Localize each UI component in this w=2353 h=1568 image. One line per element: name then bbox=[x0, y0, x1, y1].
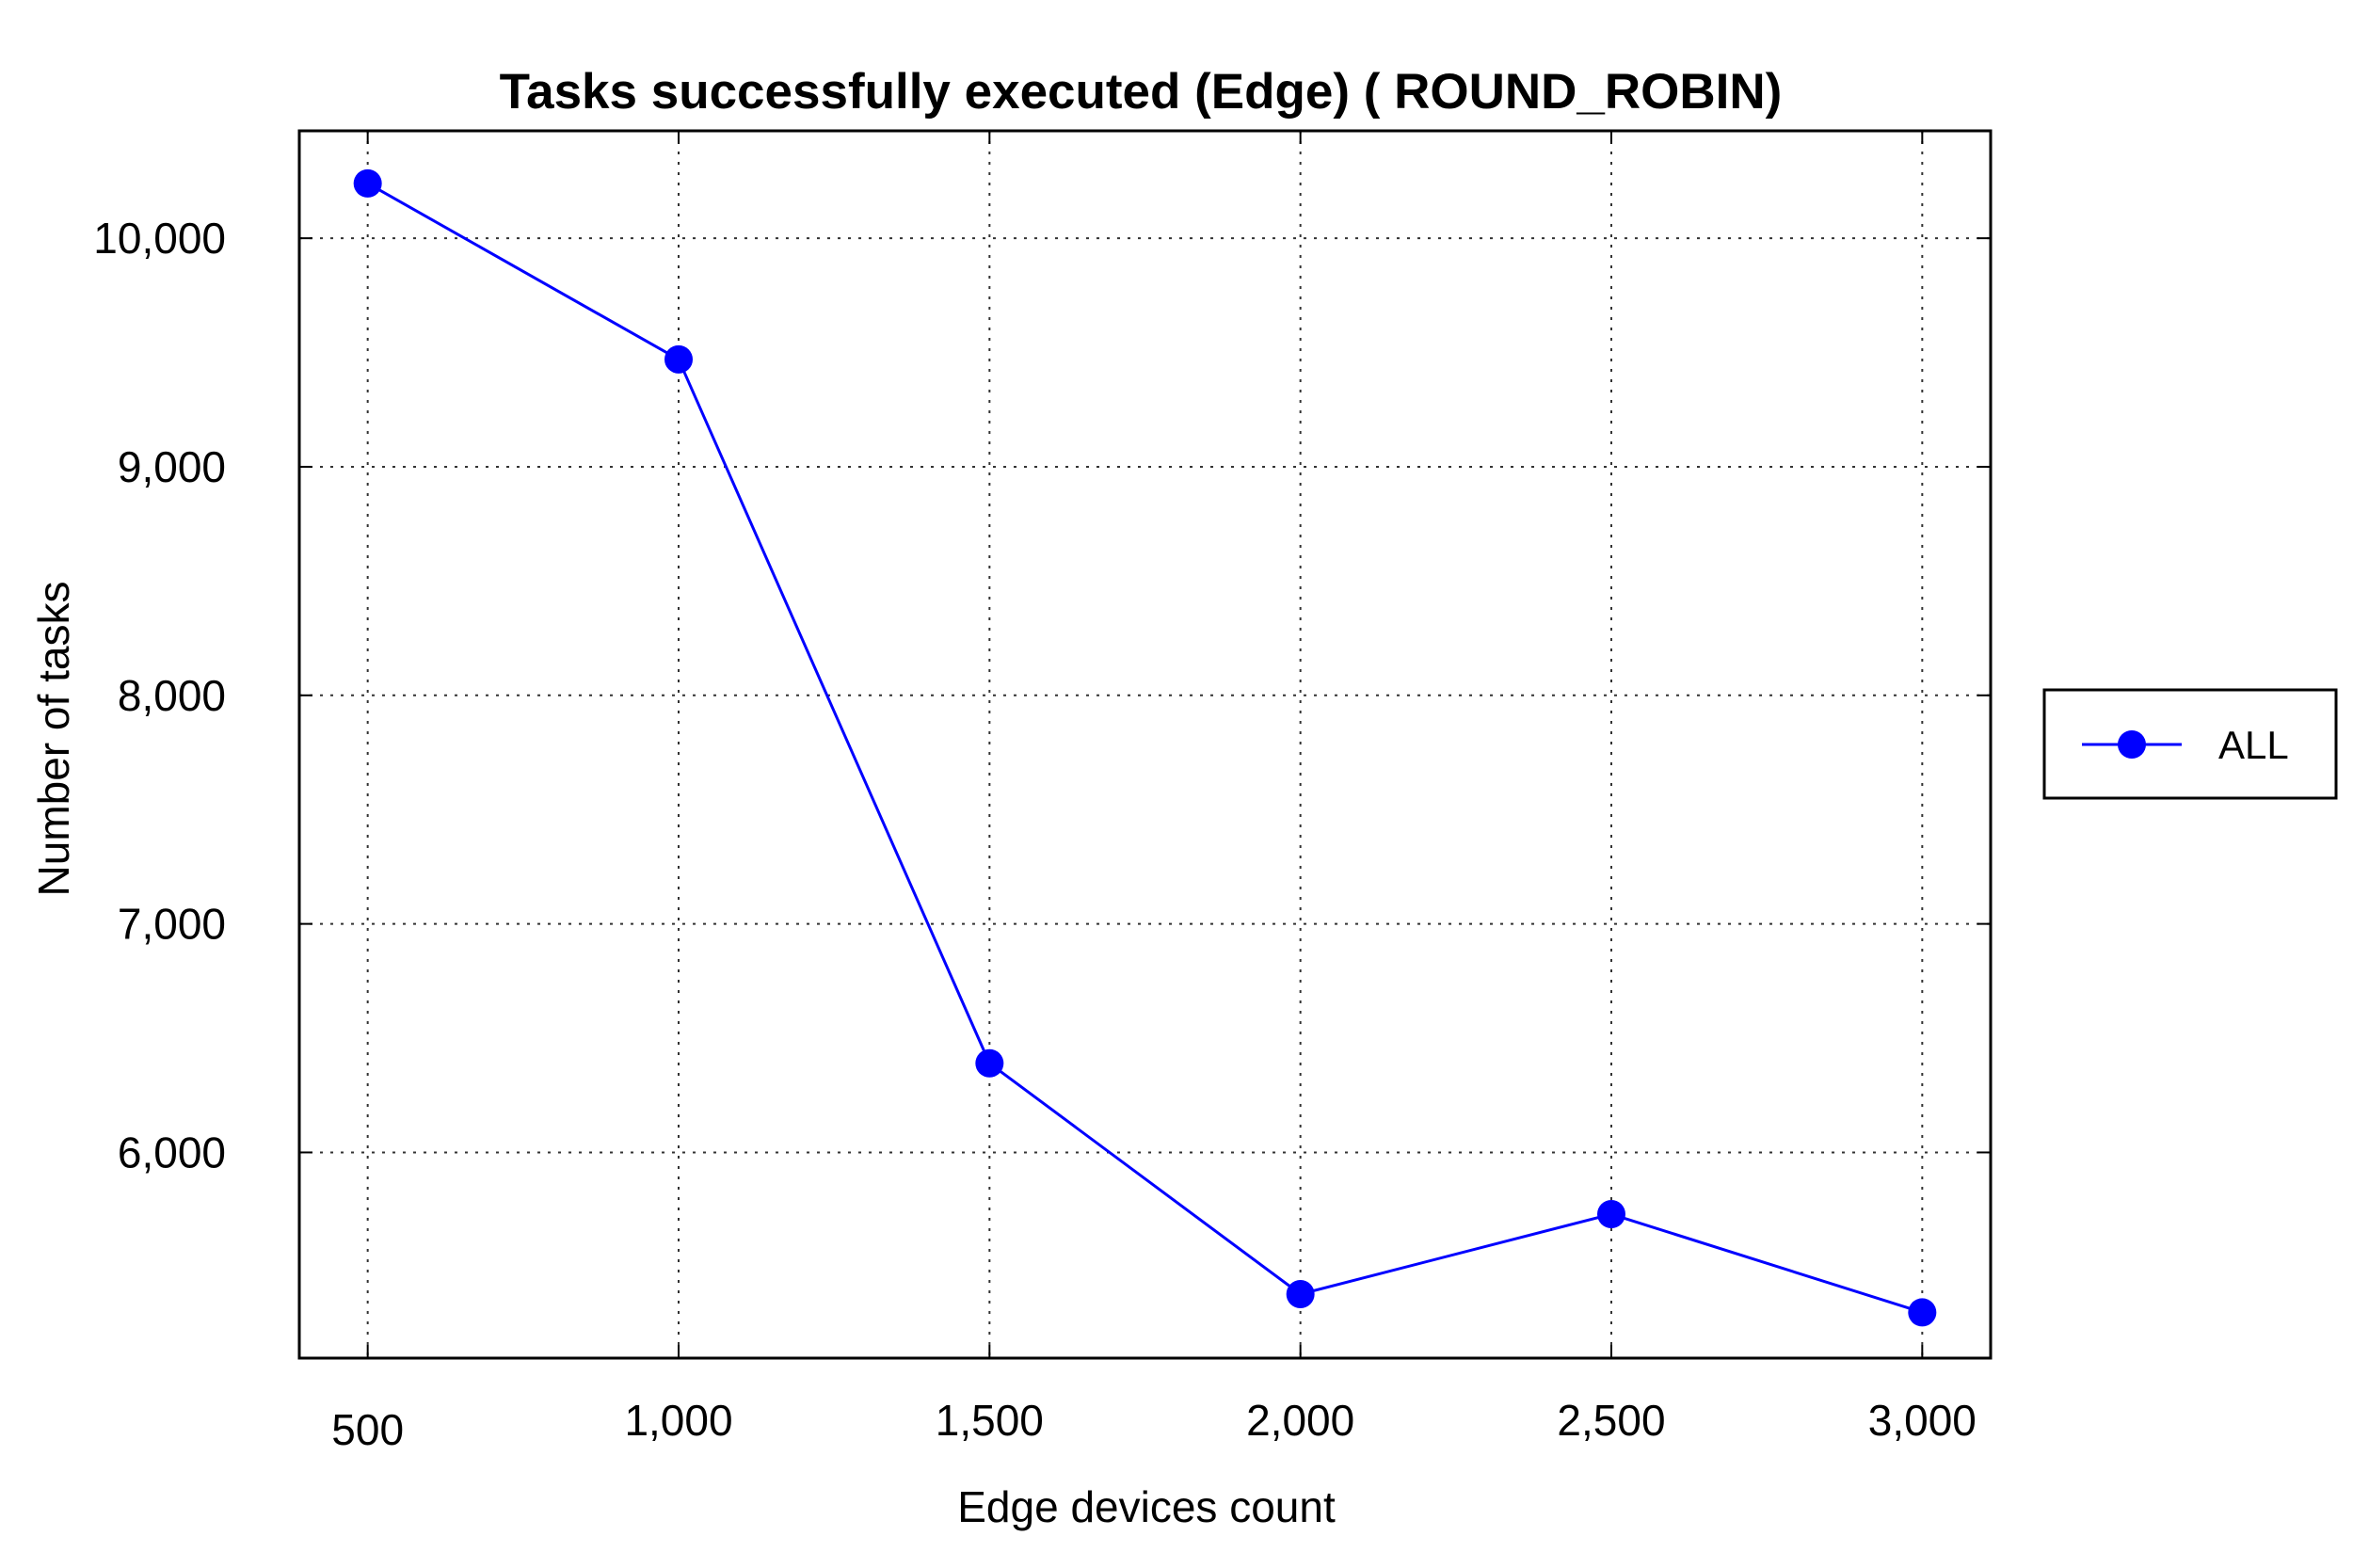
y-tick-labels: 6,000 7,000 8,000 9,000 10,000 bbox=[93, 214, 226, 1176]
y-tick-label: 6,000 bbox=[118, 1128, 226, 1176]
legend-marker-swatch bbox=[2118, 730, 2146, 759]
y-tick-label: 10,000 bbox=[93, 214, 226, 263]
x-axis-label: Edge devices count bbox=[957, 1482, 1336, 1531]
data-point bbox=[975, 1048, 1004, 1078]
x-tick-label: 3,000 bbox=[1868, 1396, 1977, 1445]
x-tick-label: 1,000 bbox=[624, 1396, 732, 1445]
plot-frame bbox=[297, 129, 1993, 1360]
axis-ticks bbox=[299, 131, 1991, 1358]
data-point bbox=[664, 344, 694, 374]
x-tick-label: 2,500 bbox=[1557, 1396, 1665, 1445]
chart-title: Tasks successfully executed (Edge) ( ROU… bbox=[500, 64, 1783, 120]
data-point bbox=[1596, 1200, 1625, 1229]
series-all bbox=[353, 168, 1937, 1327]
y-axis-label: Number of tasks bbox=[29, 582, 78, 897]
x-tick-labels: 500 1,000 1,500 2,000 2,500 3,000 bbox=[331, 1396, 1977, 1454]
legend-label-all: ALL bbox=[2218, 723, 2289, 767]
series-line-all bbox=[366, 182, 1923, 1314]
data-point bbox=[1286, 1280, 1315, 1309]
y-tick-label: 8,000 bbox=[118, 671, 226, 720]
legend: ALL bbox=[2042, 688, 2338, 800]
data-point bbox=[353, 168, 382, 198]
data-point bbox=[1908, 1298, 1937, 1327]
y-tick-label: 7,000 bbox=[118, 900, 226, 949]
x-tick-label: 2,000 bbox=[1246, 1396, 1354, 1445]
x-tick-label: 1,500 bbox=[936, 1396, 1044, 1445]
y-tick-label: 9,000 bbox=[118, 442, 226, 491]
x-tick-label: 500 bbox=[331, 1405, 404, 1454]
grid-lines bbox=[299, 131, 1991, 1358]
